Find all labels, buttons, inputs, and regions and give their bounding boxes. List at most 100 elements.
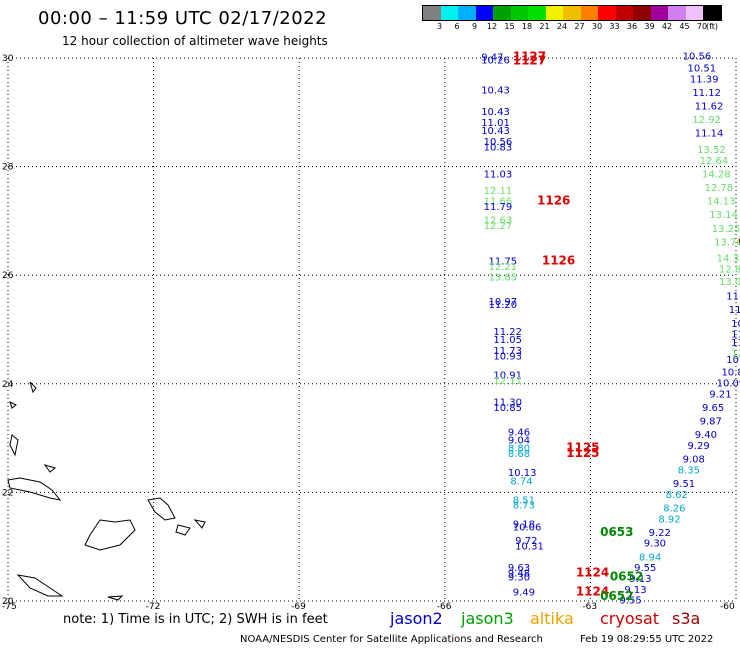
island-outline — [107, 595, 124, 601]
wave-height-value: 11.74 — [731, 338, 740, 349]
wave-height-value: 10.66 — [726, 355, 740, 366]
wave-height-value: 14.13 — [707, 197, 736, 208]
legend-s3a: s3a — [672, 609, 701, 628]
color-scale-label: 18 — [521, 22, 533, 31]
wave-height-value: 9.48 — [508, 569, 530, 580]
wave-height-value: 13.76 — [714, 237, 740, 248]
wave-height-value: 10.31 — [515, 541, 544, 552]
wave-height-value: 11.79 — [484, 202, 513, 213]
wave-height-value: 13.02 — [719, 277, 740, 288]
wave-height-value: 14.32 — [717, 254, 740, 265]
wave-height-value: 8.73 — [513, 501, 535, 512]
wave-height-value: 12.11 — [493, 376, 522, 387]
wave-height-value: 9.47 — [481, 53, 503, 64]
footer-timestamp: Feb 19 08:29:55 UTC 2022 — [580, 634, 714, 645]
wave-height-value: 9.30 — [508, 572, 530, 583]
lat-label: 24 — [2, 380, 14, 390]
wave-height-value: 10.85 — [493, 403, 522, 414]
legend-jason3: jason3 — [461, 609, 514, 628]
wave-height-value: 11.62 — [695, 102, 724, 113]
color-scale-label: 70 — [696, 22, 708, 31]
wave-height-value: 11.56 — [726, 292, 740, 303]
page-title: 00:00 – 11:59 UTC 02/17/2022 — [38, 8, 328, 29]
wave-height-value: 10.13 — [508, 468, 537, 479]
color-scale-label: 27 — [574, 22, 585, 31]
color-scale-label: 3 — [436, 22, 443, 31]
wave-height-value: 10.43 — [481, 85, 510, 96]
color-scale-label: 30 — [591, 22, 603, 31]
wave-height-value: 10.51 — [687, 64, 716, 75]
legend-jason2: jason2 — [390, 609, 443, 628]
wave-height-value: 9.51 — [673, 479, 695, 490]
wave-height-value: 10.56 — [683, 52, 712, 63]
pass-time-tag: 1126 — [542, 253, 575, 267]
wave-height-value: 8.74 — [510, 476, 532, 487]
wave-height-value: 11.03 — [484, 169, 513, 180]
wave-height-value: 11.66 — [484, 197, 513, 208]
island-outline — [7, 477, 62, 501]
wave-height-value: 11.39 — [690, 74, 719, 85]
wave-height-value: 10.97 — [488, 297, 517, 308]
color-scale-label: (ft) — [705, 22, 719, 31]
legend-altika: altika — [530, 609, 574, 628]
color-scale-label: 9 — [471, 22, 478, 31]
wave-height-value: 12.63 — [484, 216, 513, 227]
color-scale-label: 36 — [626, 22, 638, 31]
lon-label: -63 — [582, 602, 597, 612]
wave-height-value: 12.64 — [700, 156, 729, 167]
color-scale-label: 15 — [504, 22, 515, 31]
wave-height-value: 13.25 — [712, 224, 740, 235]
lat-label: 20 — [2, 597, 14, 607]
wave-height-value: 12.78 — [704, 183, 733, 194]
wave-height-value: 8.94 — [639, 552, 661, 563]
wave-height-value: 12.11 — [484, 186, 513, 197]
wave-height-value: 12.92 — [692, 115, 721, 126]
color-scale-label: 33 — [609, 22, 620, 31]
pass-time-tag: 0 — [738, 234, 740, 248]
color-swatch — [458, 6, 476, 20]
page-subtitle: 12 hour collection of altimeter wave hei… — [62, 34, 328, 48]
color-swatch — [510, 6, 528, 20]
wave-height-value: 12.9 — [731, 349, 740, 360]
wave-height-value: 10.06 — [513, 522, 542, 533]
island-outline — [84, 519, 136, 551]
pass-time-tag: 1124 — [576, 566, 609, 580]
wave-height-value: 9.18 — [513, 520, 535, 531]
wave-height-value: 10.83 — [484, 142, 513, 153]
color-scale-label: 12 — [486, 22, 498, 31]
color-scale-label: 39 — [644, 22, 655, 31]
wave-height-value: 9.55 — [620, 596, 642, 607]
island-outline — [43, 464, 57, 473]
island-outline — [9, 434, 19, 457]
lon-label: -69 — [291, 602, 306, 612]
color-scale-label: 45 — [679, 22, 690, 31]
wave-height-value: 10.91 — [493, 370, 522, 381]
wave-height-value: 9.13 — [629, 574, 651, 585]
wave-height-value: 11.75 — [488, 256, 517, 267]
wave-height-value: 11.22 — [493, 327, 522, 338]
island-outline — [147, 497, 176, 521]
color-swatch — [703, 6, 721, 20]
pass-time-tag: 0652 — [610, 569, 643, 583]
wave-height-value: 12.21 — [488, 262, 517, 273]
pass-time-tag: 1125 — [566, 441, 599, 455]
wave-height-value: 9.55 — [634, 563, 656, 574]
pass-time-tag: 1127 — [513, 54, 546, 68]
color-swatch — [475, 6, 493, 20]
wave-height-value: 9.21 — [709, 389, 731, 400]
color-scale-label: 6 — [454, 22, 460, 31]
lon-label: -66 — [437, 602, 452, 612]
color-swatch — [580, 6, 598, 20]
wave-height-value: 10.43 — [481, 107, 510, 118]
pass-time-tag: 1124 — [576, 585, 609, 599]
wave-height-value: 8.92 — [658, 514, 680, 525]
wave-height-value: 11.2 — [731, 330, 740, 341]
wave-height-value: 9.08 — [683, 455, 705, 466]
wave-height-value: 11.55 — [729, 305, 740, 316]
color-swatch — [423, 6, 441, 20]
wave-height-value: 10.09 — [717, 379, 740, 390]
island-outline — [9, 401, 17, 409]
wave-height-value: 13.85 — [488, 273, 517, 284]
color-scale-label: 42 — [661, 22, 673, 31]
